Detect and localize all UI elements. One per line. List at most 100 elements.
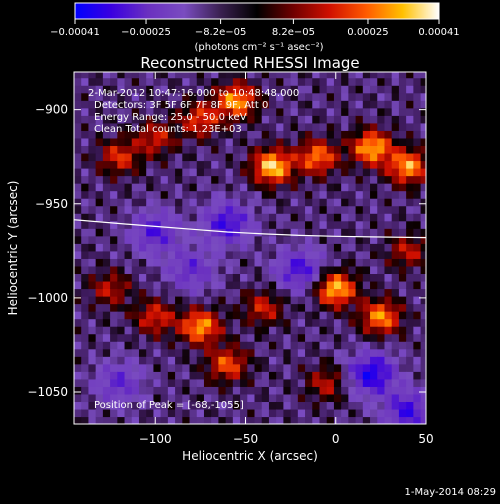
heatmap-cell — [319, 168, 328, 177]
heatmap-cell — [247, 280, 256, 290]
heatmap-cell — [95, 145, 104, 154]
heatmap-cell — [312, 326, 321, 335]
heatmap-cell — [175, 386, 183, 395]
heatmap-cell — [218, 145, 227, 154]
heatmap-cell — [203, 363, 212, 372]
heatmap-cell — [196, 326, 205, 335]
heatmap-cell — [124, 408, 133, 418]
heatmap-cell — [326, 311, 335, 320]
heatmap-cell — [167, 107, 176, 116]
heatmap-cell — [268, 378, 277, 387]
heatmap-cell — [131, 243, 140, 252]
heatmap-cell — [297, 85, 306, 94]
heatmap-cell — [153, 318, 162, 327]
heatmap-cell — [81, 356, 90, 365]
heatmap-cell — [117, 273, 126, 282]
heatmap-cell — [203, 341, 212, 350]
heatmap-cell — [95, 416, 104, 424]
heatmap-cell — [391, 235, 400, 244]
heatmap-cell — [182, 107, 191, 116]
heatmap-cell — [384, 198, 393, 207]
heatmap-cell — [131, 341, 140, 350]
heatmap-cell — [413, 190, 422, 199]
heatmap-cell — [247, 393, 256, 403]
heatmap-cell — [283, 333, 292, 342]
heatmap-cell — [362, 198, 371, 207]
heatmap-cell — [153, 100, 162, 109]
heatmap-cell — [362, 393, 371, 403]
heatmap-cell — [211, 92, 220, 101]
heatmap-cell — [276, 296, 284, 305]
heatmap-cell — [182, 175, 191, 184]
heatmap-cell — [203, 205, 212, 214]
heatmap-cell — [290, 77, 299, 86]
heatmap-cell — [240, 190, 248, 199]
heatmap-cell — [341, 258, 349, 267]
heatmap-cell — [146, 250, 155, 259]
heatmap-cell — [370, 168, 378, 177]
heatmap-cell — [290, 401, 299, 410]
heatmap-cell — [362, 258, 371, 267]
heatmap-cell — [247, 258, 256, 267]
heatmap-cell — [218, 303, 227, 312]
heatmap-cell — [333, 250, 342, 259]
heatmap-cell — [240, 115, 248, 124]
heatmap-cell — [74, 220, 82, 229]
heatmap-cell — [138, 356, 147, 365]
heatmap-cell — [384, 408, 393, 418]
heatmap-cell — [131, 273, 140, 282]
heatmap-cell — [102, 363, 111, 372]
heatmap-cell — [88, 205, 97, 214]
heatmap-cell — [305, 296, 313, 305]
heatmap-cell — [276, 318, 284, 327]
heatmap-cell — [420, 72, 426, 79]
heatmap-cell — [124, 198, 133, 207]
heatmap-cell — [377, 408, 386, 418]
heatmap-cell — [398, 228, 407, 237]
heatmap-cell — [290, 280, 299, 290]
heatmap-cell — [348, 100, 357, 109]
heatmap-cell — [312, 250, 321, 259]
heatmap-cell — [88, 326, 97, 335]
heatmap-cell — [305, 393, 313, 403]
heatmap-cell — [312, 318, 321, 327]
heatmap-cell — [305, 205, 313, 214]
heatmap-cell — [218, 378, 227, 387]
heatmap-cell — [290, 72, 299, 79]
heatmap-cell — [211, 183, 220, 192]
heatmap-cell — [333, 107, 342, 116]
heatmap-cell — [326, 115, 335, 124]
heatmap-cell — [254, 393, 263, 403]
heatmap-cell — [370, 250, 378, 259]
heatmap-cell — [297, 115, 306, 124]
heatmap-cell — [124, 341, 133, 350]
heatmap-cell — [240, 137, 248, 147]
heatmap-cell — [74, 250, 82, 259]
heatmap-cell — [312, 100, 321, 109]
heatmap-cell — [196, 393, 205, 403]
heatmap-cell — [182, 416, 191, 424]
heatmap-cell — [283, 258, 292, 267]
heatmap-cell — [74, 152, 82, 162]
heatmap-cell — [175, 341, 183, 350]
heatmap-cell — [182, 100, 191, 109]
heatmap-cell — [225, 72, 234, 79]
heatmap-cell — [254, 356, 263, 365]
heatmap-cell — [189, 371, 198, 380]
heatmap-cell — [138, 77, 147, 86]
heatmap-cell — [240, 168, 248, 177]
heatmap-cell — [341, 107, 349, 116]
heatmap-cell — [319, 258, 328, 267]
heatmap-cell — [175, 122, 183, 131]
heatmap-cell — [384, 363, 393, 372]
heatmap-cell — [81, 100, 90, 109]
heatmap-cell — [110, 72, 118, 79]
heatmap-cell — [74, 280, 82, 290]
heatmap-cell — [290, 183, 299, 192]
heatmap-cell — [211, 107, 220, 116]
heatmap-cell — [211, 85, 220, 94]
heatmap-cell — [312, 205, 321, 214]
heatmap-cell — [175, 288, 183, 297]
heatmap-cell — [182, 288, 191, 297]
heatmap-cell — [283, 152, 292, 162]
